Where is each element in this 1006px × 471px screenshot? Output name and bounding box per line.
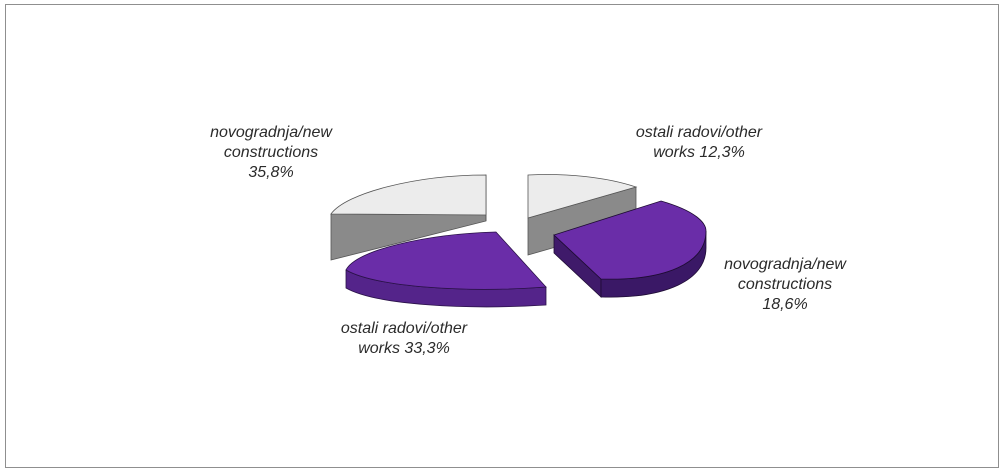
label-ostali-12-3: ostali radovi/other works 12,3% bbox=[635, 124, 763, 161]
label-ostali-33-3: ostali radovi/other works 33,3% bbox=[340, 320, 468, 357]
slice-top-ostali-12-3 bbox=[527, 174, 638, 219]
label-novogradnja-35-8: novogradnja/new constructions 35,8% bbox=[210, 124, 332, 181]
pie-charts bbox=[330, 174, 707, 308]
chart-frame: novogradnja/new constructions 35,8% osta… bbox=[5, 4, 999, 468]
slice-top-novogradnja-35-8 bbox=[330, 174, 487, 216]
right-pie bbox=[527, 174, 707, 298]
left-pie bbox=[330, 174, 547, 308]
slice-top-novogradnja-18-6 bbox=[553, 200, 707, 280]
label-novogradnja-18-6: novogradnja/new constructions 18,6% bbox=[724, 256, 846, 313]
slice-top-ostali-33-3 bbox=[345, 231, 547, 290]
